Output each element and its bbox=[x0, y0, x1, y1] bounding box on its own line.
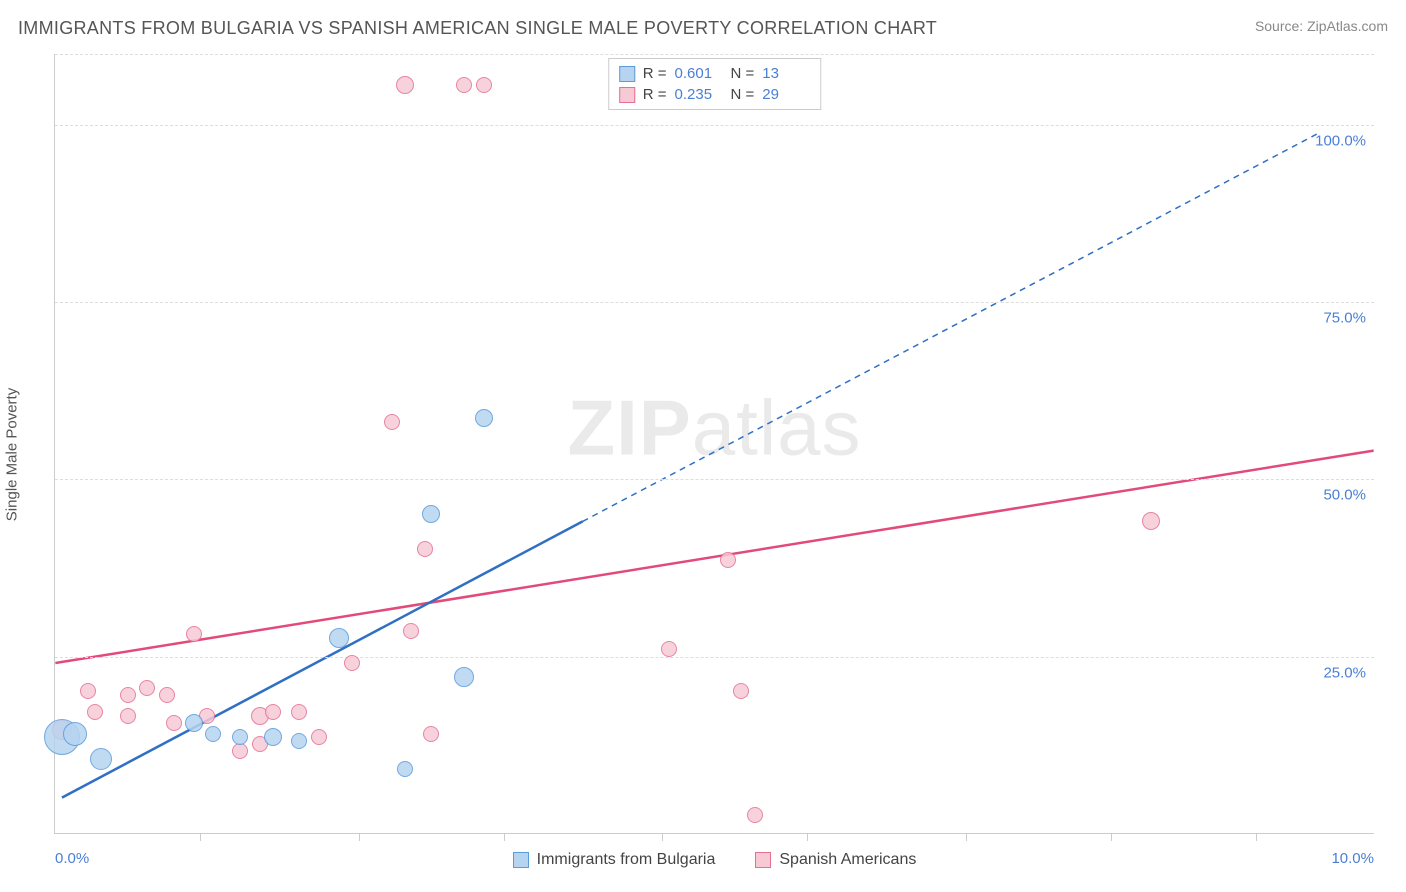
series-name-spanish: Spanish Americans bbox=[779, 851, 916, 869]
source-link[interactable]: ZipAtlas.com bbox=[1307, 18, 1388, 34]
watermark: ZIPatlas bbox=[567, 382, 861, 473]
watermark-rest: atlas bbox=[692, 383, 862, 471]
correlation-legend-row-bulgaria: R = 0.601 N = 13 bbox=[619, 63, 811, 84]
correlation-legend-row-spanish: R = 0.235 N = 29 bbox=[619, 84, 811, 105]
data-point-bulgaria bbox=[232, 729, 248, 745]
data-point-spanish bbox=[139, 680, 155, 696]
data-point-spanish bbox=[159, 687, 175, 703]
data-point-bulgaria bbox=[63, 722, 87, 746]
data-point-spanish bbox=[456, 77, 472, 93]
r-value-bulgaria: 0.601 bbox=[675, 65, 723, 82]
data-point-bulgaria bbox=[264, 728, 282, 746]
gridline bbox=[55, 302, 1374, 303]
series-legend-item-spanish: Spanish Americans bbox=[755, 851, 916, 869]
data-point-spanish bbox=[291, 704, 307, 720]
scatter-plot: ZIPatlas R = 0.601 N = 13 R = 0.235 N = … bbox=[54, 54, 1374, 834]
x-tick-label: 10.0% bbox=[1331, 850, 1374, 867]
n-value-bulgaria: 13 bbox=[762, 65, 810, 82]
data-point-spanish bbox=[311, 729, 327, 745]
gridline bbox=[55, 479, 1374, 480]
data-point-bulgaria bbox=[90, 748, 112, 770]
swatch-spanish bbox=[755, 852, 771, 868]
series-name-bulgaria: Immigrants from Bulgaria bbox=[537, 851, 716, 869]
data-point-spanish bbox=[87, 704, 103, 720]
series-legend: Immigrants from Bulgaria Spanish America… bbox=[55, 851, 1374, 869]
swatch-bulgaria bbox=[513, 852, 529, 868]
y-axis-label: Single Male Poverty bbox=[4, 388, 21, 521]
y-tick-label: 50.0% bbox=[1323, 487, 1366, 504]
series-legend-item-bulgaria: Immigrants from Bulgaria bbox=[513, 851, 716, 869]
data-point-spanish bbox=[186, 626, 202, 642]
y-tick-label: 100.0% bbox=[1315, 132, 1366, 149]
header: IMMIGRANTS FROM BULGARIA VS SPANISH AMER… bbox=[18, 18, 1388, 39]
swatch-spanish bbox=[619, 87, 635, 103]
data-point-spanish bbox=[403, 623, 419, 639]
data-point-spanish bbox=[747, 807, 763, 823]
data-point-spanish bbox=[265, 704, 281, 720]
x-tick bbox=[200, 833, 201, 841]
data-point-bulgaria bbox=[329, 628, 349, 648]
x-tick bbox=[504, 833, 505, 841]
data-point-spanish bbox=[396, 76, 414, 94]
source-prefix: Source: bbox=[1255, 18, 1307, 34]
data-point-bulgaria bbox=[454, 667, 474, 687]
r-label: R = bbox=[643, 65, 667, 82]
data-point-bulgaria bbox=[422, 505, 440, 523]
gridline bbox=[55, 125, 1374, 126]
chart-title: IMMIGRANTS FROM BULGARIA VS SPANISH AMER… bbox=[18, 18, 937, 39]
data-point-bulgaria bbox=[205, 726, 221, 742]
data-point-bulgaria bbox=[475, 409, 493, 427]
swatch-bulgaria bbox=[619, 66, 635, 82]
x-tick bbox=[1256, 833, 1257, 841]
data-point-spanish bbox=[733, 683, 749, 699]
y-tick-label: 25.0% bbox=[1323, 664, 1366, 681]
x-tick bbox=[662, 833, 663, 841]
data-point-spanish bbox=[120, 708, 136, 724]
data-point-spanish bbox=[166, 715, 182, 731]
data-point-spanish bbox=[120, 687, 136, 703]
correlation-legend: R = 0.601 N = 13 R = 0.235 N = 29 bbox=[608, 58, 822, 110]
r-label: R = bbox=[643, 86, 667, 103]
y-tick-label: 75.0% bbox=[1323, 310, 1366, 327]
data-point-spanish bbox=[476, 77, 492, 93]
data-point-spanish bbox=[1142, 512, 1160, 530]
x-tick-label: 0.0% bbox=[55, 850, 89, 867]
r-value-spanish: 0.235 bbox=[675, 86, 723, 103]
x-tick bbox=[359, 833, 360, 841]
data-point-spanish bbox=[80, 683, 96, 699]
n-value-spanish: 29 bbox=[762, 86, 810, 103]
data-point-spanish bbox=[417, 541, 433, 557]
data-point-bulgaria bbox=[291, 733, 307, 749]
gridline bbox=[55, 54, 1374, 55]
data-point-spanish bbox=[423, 726, 439, 742]
x-tick bbox=[807, 833, 808, 841]
data-point-spanish bbox=[232, 743, 248, 759]
data-point-bulgaria bbox=[185, 714, 203, 732]
n-label: N = bbox=[731, 65, 755, 82]
data-point-bulgaria bbox=[397, 761, 413, 777]
source-attribution: Source: ZipAtlas.com bbox=[1255, 18, 1388, 34]
gridline bbox=[55, 657, 1374, 658]
data-point-spanish bbox=[720, 552, 736, 568]
x-tick bbox=[966, 833, 967, 841]
watermark-bold: ZIP bbox=[567, 383, 691, 471]
x-tick bbox=[1111, 833, 1112, 841]
data-point-spanish bbox=[344, 655, 360, 671]
data-point-spanish bbox=[384, 414, 400, 430]
data-point-spanish bbox=[661, 641, 677, 657]
n-label: N = bbox=[731, 86, 755, 103]
